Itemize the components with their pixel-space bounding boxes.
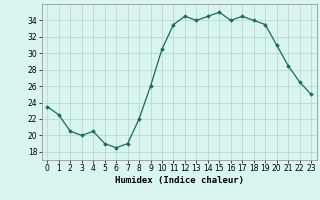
X-axis label: Humidex (Indice chaleur): Humidex (Indice chaleur): [115, 176, 244, 185]
